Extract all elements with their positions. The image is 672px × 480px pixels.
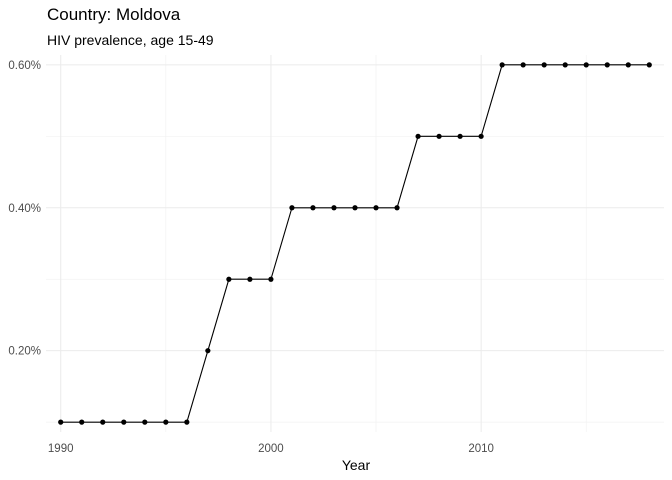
data-point bbox=[289, 205, 295, 211]
data-point bbox=[520, 62, 526, 68]
data-point bbox=[562, 62, 568, 68]
data-point bbox=[79, 419, 85, 425]
data-point bbox=[478, 133, 484, 139]
x-axis-title: Year bbox=[342, 457, 371, 473]
data-point bbox=[457, 133, 463, 139]
data-point bbox=[310, 205, 316, 211]
data-point bbox=[436, 133, 442, 139]
data-point bbox=[100, 419, 106, 425]
data-point bbox=[373, 205, 379, 211]
data-point bbox=[163, 419, 169, 425]
y-axis-ticks: 0.20% 0.40% 0.60% bbox=[8, 60, 41, 358]
data-point bbox=[646, 62, 652, 68]
y-tick-label: 0.20% bbox=[8, 346, 41, 358]
data-point bbox=[604, 62, 610, 68]
data-point bbox=[499, 62, 505, 68]
data-point bbox=[394, 205, 400, 211]
series-line bbox=[60, 64, 650, 423]
x-tick-label: 1990 bbox=[48, 443, 74, 455]
data-point bbox=[226, 276, 232, 282]
data-point bbox=[205, 348, 211, 354]
y-tick-label: 0.40% bbox=[8, 203, 41, 215]
data-point bbox=[352, 205, 358, 211]
chart-title: Country: Moldova bbox=[47, 5, 181, 24]
data-point bbox=[415, 133, 421, 139]
data-point bbox=[184, 419, 190, 425]
y-tick-label: 0.60% bbox=[8, 60, 41, 72]
data-point bbox=[247, 276, 253, 282]
gridlines bbox=[46, 55, 664, 432]
data-point bbox=[583, 62, 589, 68]
data-point bbox=[142, 419, 148, 425]
data-point bbox=[58, 419, 64, 425]
chart-subtitle: HIV prevalence, age 15-49 bbox=[47, 32, 214, 48]
data-point bbox=[121, 419, 127, 425]
x-axis-ticks: 1990 2000 2010 bbox=[48, 443, 494, 455]
x-tick-label: 2000 bbox=[258, 443, 284, 455]
x-tick-label: 2010 bbox=[468, 443, 494, 455]
data-point bbox=[268, 276, 274, 282]
data-point bbox=[541, 62, 547, 68]
data-point bbox=[625, 62, 631, 68]
data-point bbox=[331, 205, 337, 211]
series bbox=[58, 62, 652, 425]
